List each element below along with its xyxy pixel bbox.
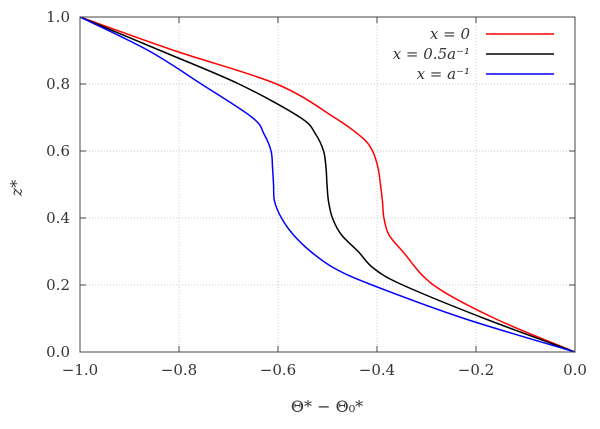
legend-label-2: x = a⁻¹	[417, 65, 470, 83]
series-line-0	[79, 16, 576, 353]
x-tick-label: −0.6	[260, 361, 296, 379]
y-axis-label: z*	[7, 180, 26, 197]
y-tick-label: 1.0	[46, 8, 70, 26]
legend-label-0: x = 0	[430, 25, 471, 43]
x-tick-label: −0.8	[161, 361, 197, 379]
legend-label-1: x = 0.5a⁻¹	[393, 45, 470, 63]
x-axis-label: Θ* − Θ₀*	[291, 397, 363, 416]
y-tick-label: 0.0	[46, 343, 70, 361]
x-tick-label: −0.4	[359, 361, 395, 379]
plot-frame	[79, 16, 576, 353]
y-tick-label: 0.4	[46, 209, 70, 227]
x-tick-label: −0.2	[458, 361, 494, 379]
x-axis: −1.0 −0.8 −0.6 −0.4 −0.2 0.0	[62, 17, 587, 379]
y-tick-label: 0.8	[46, 75, 70, 93]
x-tick-label: 0.0	[563, 361, 587, 379]
y-tick-label: 0.2	[46, 276, 70, 294]
y-axis: 0.0 0.2 0.4 0.6 0.8 1.0	[46, 8, 575, 361]
series-line-1	[79, 16, 576, 353]
series-line-2	[79, 16, 576, 353]
grid	[80, 17, 575, 352]
y-tick-label: 0.6	[46, 142, 70, 160]
series-lines	[79, 16, 576, 353]
legend: x = 0 x = 0.5a⁻¹ x = a⁻¹	[393, 25, 554, 83]
x-tick-label: −1.0	[62, 361, 98, 379]
